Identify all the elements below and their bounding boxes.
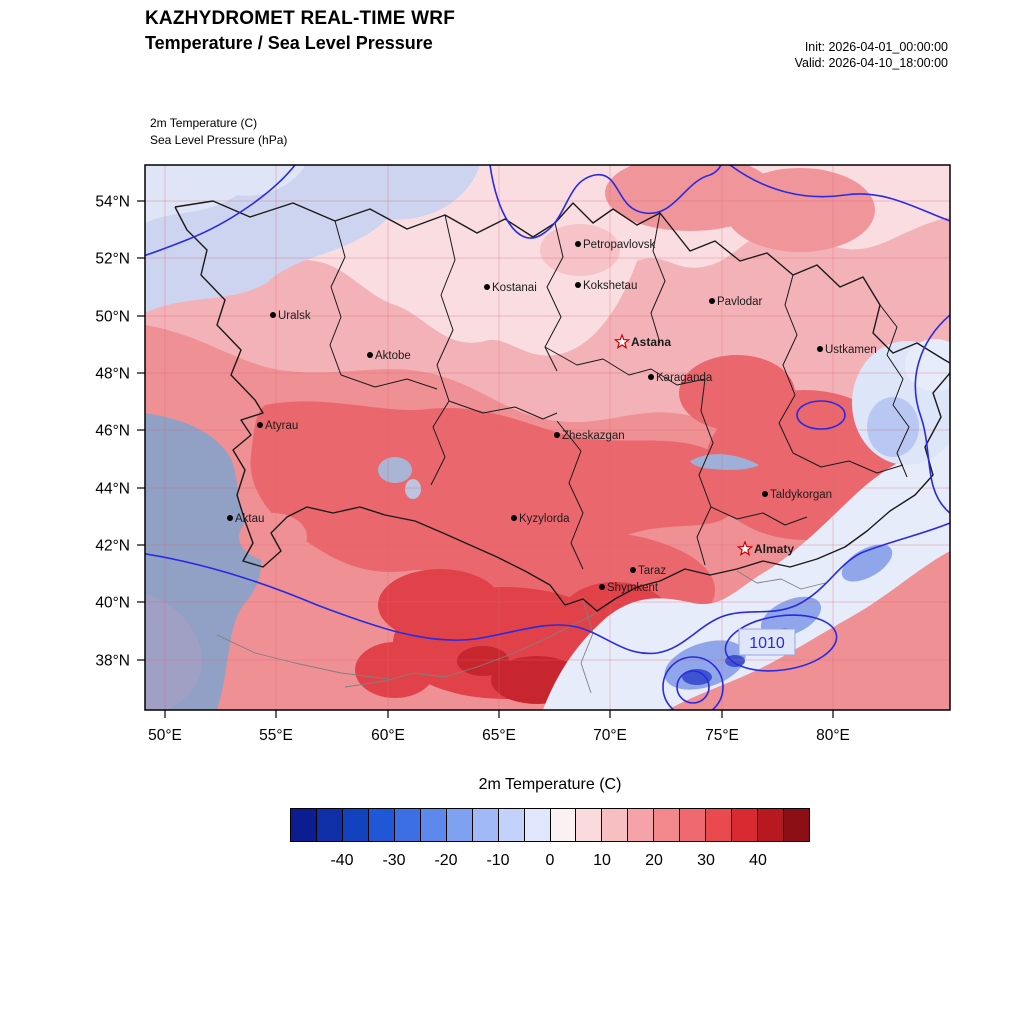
city-star-marker	[613, 333, 631, 350]
city-dot-marker	[367, 352, 373, 358]
lon-tick-label: 70°E	[593, 727, 627, 744]
city-dot-marker	[709, 298, 715, 304]
colorbar-cell	[550, 809, 577, 841]
pressure-label-text: 1010	[749, 635, 785, 652]
colorbar-title: 2m Temperature (C)	[478, 776, 622, 793]
city-label: Aktau	[235, 513, 264, 525]
colorbar-cell	[342, 809, 369, 841]
city-dot-marker	[270, 312, 276, 318]
city-dot-marker	[554, 432, 560, 438]
colorbar-cell	[472, 809, 499, 841]
city-dot-marker	[630, 567, 636, 573]
colorbar-tick-label: -40	[330, 852, 354, 869]
pressure-contour-label: 1010	[738, 628, 796, 656]
colorbar-tick-label: 20	[645, 852, 663, 869]
lat-tick-label: 54°N	[95, 194, 130, 211]
cities-layer: Petropavlovsk Kostanai Kokshetau Pavlodar Ur…	[227, 239, 877, 594]
colorbar-cell	[446, 809, 473, 841]
city-dot-marker	[257, 422, 263, 428]
map-frame	[144, 164, 951, 711]
colorbar-tick-label: -30	[382, 852, 406, 869]
lat-tick-label: 50°N	[95, 309, 130, 326]
colorbar-tick-label: 10	[593, 852, 611, 869]
city-star-marker	[736, 540, 754, 557]
colorbar-cell	[706, 809, 733, 841]
pressure-contours	[145, 165, 950, 710]
lat-tick-label: 38°N	[95, 653, 130, 670]
valid-timestamp: Valid: 2026-04-10_18:00:00	[794, 56, 948, 70]
colorbar-tick-label: -10	[486, 852, 510, 869]
colorbar-cell	[680, 809, 707, 841]
lon-tick-label: 75°E	[705, 727, 739, 744]
axis-layer: 54°N 52°N 50°N 48°N 46°N 44°N 42°N 40°N 38°N 50°E…	[95, 194, 850, 745]
colorbar-tick-label: 0	[545, 852, 555, 869]
lon-tick-label: 50°E	[148, 727, 182, 744]
colorbar-cell	[524, 809, 551, 841]
colorbar-cell	[628, 809, 655, 841]
lat-tick-label: 52°N	[95, 251, 130, 268]
city-label: Almaty	[754, 542, 794, 556]
map-panel: 1010 Petropavlovsk Kostanai Kokshetau Pavlo…	[80, 150, 960, 760]
lat-tick-label: 48°N	[95, 366, 130, 383]
colorbar	[290, 808, 810, 842]
colorbar-cell	[732, 809, 759, 841]
lat-tick-label: 40°N	[95, 595, 130, 612]
city-dot-marker	[511, 515, 517, 521]
colorbar-cell	[394, 809, 421, 841]
city-label: Astana	[631, 335, 671, 349]
lon-tick-label: 60°E	[371, 727, 405, 744]
city-dot-marker	[599, 584, 605, 590]
city-label: Zheskazgan	[562, 430, 625, 442]
colorbar-tick-label: 30	[697, 852, 715, 869]
weather-map: 1010 Petropavlovsk Kostanai Kokshetau Pavlo…	[95, 164, 951, 745]
colorbar-tick-label: 40	[749, 852, 767, 869]
lat-tick-label: 44°N	[95, 481, 130, 498]
city-label: Karaganda	[656, 372, 713, 384]
colorbar-cell	[576, 809, 603, 841]
city-label: Shymkent	[607, 582, 659, 594]
temperature-field	[145, 165, 950, 710]
city-label: Ustkamen	[825, 344, 877, 356]
city-dot-marker	[484, 284, 490, 290]
page-subtitle: Temperature / Sea Level Pressure	[145, 33, 433, 53]
lon-tick-label: 80°E	[816, 727, 850, 744]
colorbar-cell	[602, 809, 629, 841]
city-dot-marker	[227, 515, 233, 521]
city-label: Atyrau	[265, 420, 298, 432]
city-dot-marker	[762, 491, 768, 497]
city-label: Aktobe	[375, 350, 411, 362]
admin-boundaries	[174, 200, 950, 694]
city-label: Taldykorgan	[770, 489, 832, 501]
page-title: KAZHYDROMET REAL-TIME WRF	[145, 8, 456, 29]
lon-tick-label: 55°E	[259, 727, 293, 744]
city-dot-marker	[817, 346, 823, 352]
colorbar-cell	[291, 809, 317, 841]
city-label: Kyzylorda	[519, 513, 570, 525]
lat-tick-label: 46°N	[95, 423, 130, 440]
init-timestamp: Init: 2026-04-01_00:00:00	[804, 40, 948, 54]
city-label: Pavlodar	[717, 296, 763, 308]
colorbar-cell	[368, 809, 395, 841]
colorbar-cell	[784, 809, 810, 841]
field-label-temperature: 2m Temperature (C)	[150, 116, 258, 130]
colorbar-cell	[316, 809, 343, 841]
city-label: Kokshetau	[583, 280, 637, 292]
colorbar-labels: -40 -30 -20 -10 0 10 20 30 40	[290, 852, 810, 874]
city-label: Petropavlovsk	[583, 239, 655, 251]
city-dot-marker	[648, 374, 654, 380]
lat-tick-label: 42°N	[95, 538, 130, 555]
city-label: Uralsk	[278, 310, 311, 322]
colorbar-cell	[420, 809, 447, 841]
city-dot-marker	[575, 241, 581, 247]
lon-tick-label: 65°E	[482, 727, 516, 744]
colorbar-tick-label: -20	[434, 852, 458, 869]
colorbar-cell	[758, 809, 785, 841]
city-label: Taraz	[638, 565, 666, 577]
colorbar-cell	[654, 809, 681, 841]
city-label: Kostanai	[492, 282, 537, 294]
colorbar-cell	[498, 809, 525, 841]
city-dot-marker	[575, 282, 581, 288]
field-label-pressure: Sea Level Pressure (hPa)	[150, 133, 288, 147]
